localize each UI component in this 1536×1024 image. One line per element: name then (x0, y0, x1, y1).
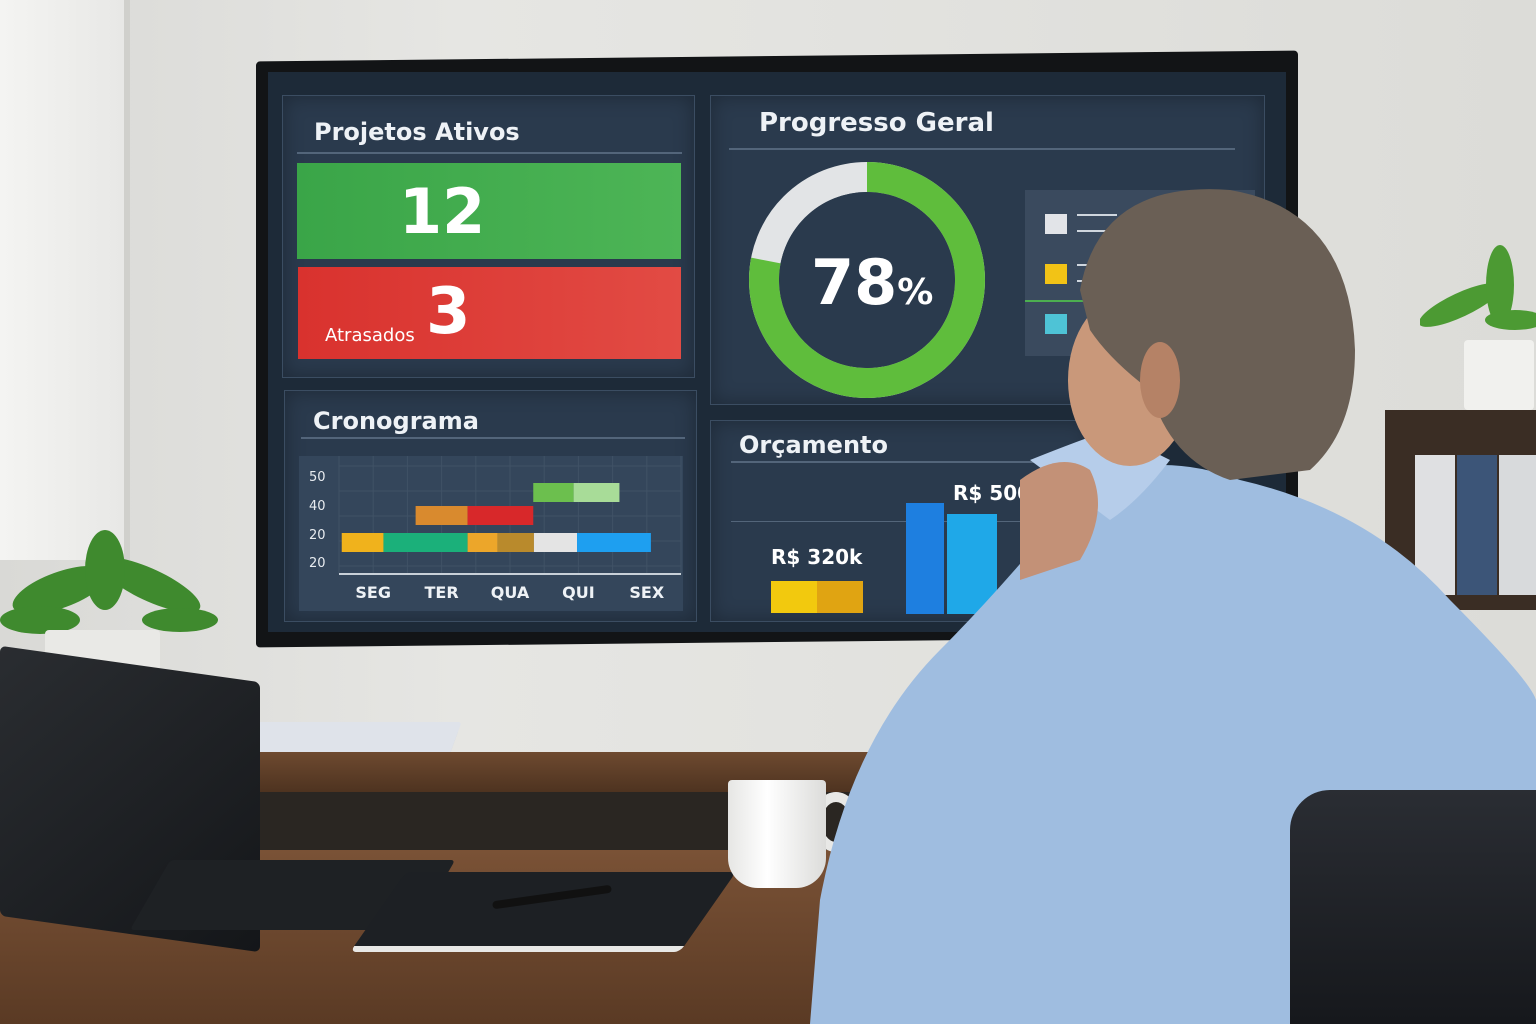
coffee-mug (728, 780, 826, 888)
plant-left (0, 530, 220, 650)
legend-swatch (1045, 214, 1067, 234)
gantt-bar (341, 533, 384, 552)
y-tick-label: 40 (309, 499, 326, 514)
budget-bar (906, 503, 944, 614)
legend-swatch (1045, 264, 1067, 284)
x-tick-label: SEX (629, 583, 664, 602)
gantt-bar (383, 533, 468, 552)
gantt-bar (577, 533, 651, 552)
budget-bar (947, 514, 997, 614)
notebook (349, 872, 737, 952)
progress-percent: 78% (811, 246, 933, 319)
panel-title: Projetos Ativos (314, 118, 520, 146)
percent-value: 78 (811, 246, 898, 319)
plant-pot (1464, 340, 1534, 410)
panel-title: Cronograma (313, 407, 479, 435)
gantt-bar (415, 506, 468, 525)
budget-label-low: R$ 320k (771, 545, 863, 569)
office-chair (1290, 790, 1536, 1024)
percent-sign: % (897, 272, 934, 313)
panel-active-projects: Projetos Ativos 12 Atrasados 3 (282, 95, 695, 378)
panel-schedule: Cronograma 50 40 20 20 SEG TER QUA QUI SEX (284, 390, 697, 622)
y-tick-label: 50 (309, 470, 326, 485)
delayed-label: Atrasados (325, 325, 415, 346)
delayed-count-bar: Atrasados 3 (298, 267, 681, 359)
gantt-bar (533, 483, 574, 502)
active-count: 12 (399, 175, 486, 248)
x-tick-label: QUI (562, 583, 595, 602)
x-tick-label: TER (425, 583, 459, 602)
panel-title: Progresso Geral (759, 108, 994, 138)
gantt-bar (497, 533, 534, 552)
gantt-bar (573, 483, 620, 502)
gantt-chart: 50 40 20 20 SEG TER QUA QUI SEX (299, 456, 683, 611)
donut-progress-arc (749, 162, 985, 398)
progress-donut (749, 162, 985, 398)
x-tick-label: SEG (355, 583, 391, 602)
gantt-bar (467, 506, 534, 525)
budget-bar (771, 581, 817, 613)
delayed-count: 3 (426, 275, 471, 349)
window-blinds (0, 0, 130, 560)
panel-title: Orçamento (739, 431, 888, 459)
budget-bar (817, 581, 863, 613)
y-tick-label: 20 (309, 556, 326, 571)
legend-swatch (1045, 314, 1067, 334)
gantt-bar (533, 533, 578, 552)
x-tick-label: QUA (491, 583, 530, 602)
active-count-bar: 12 (297, 163, 681, 259)
gantt-bar (467, 533, 498, 552)
y-tick-label: 20 (309, 528, 326, 543)
plant-right (1418, 245, 1536, 355)
